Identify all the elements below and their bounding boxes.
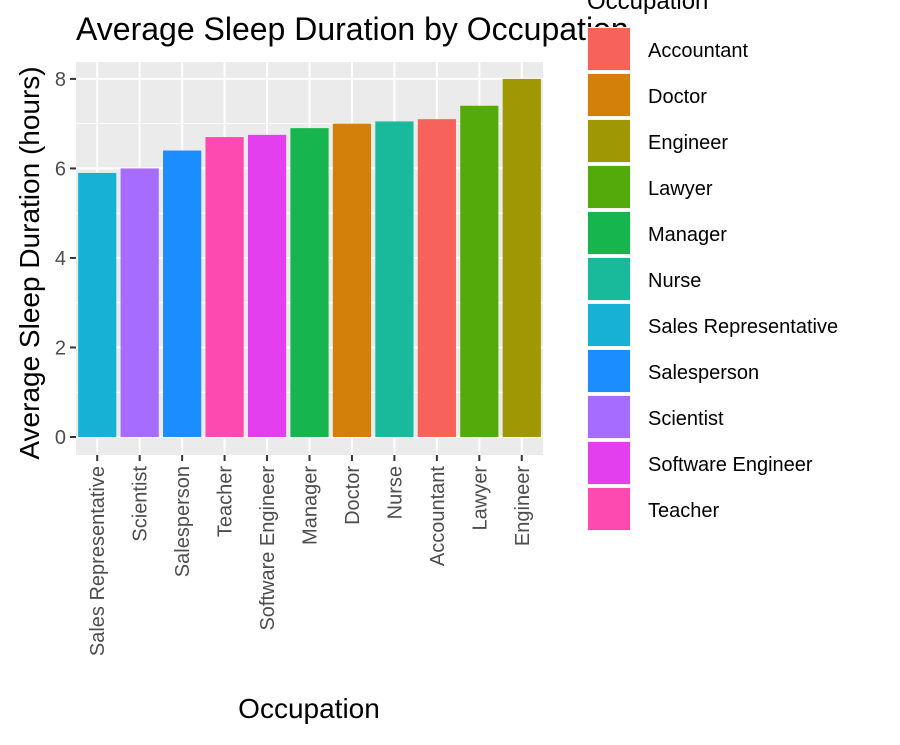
x-tick-label: Sales Representative [87, 466, 109, 656]
legend-key-swatch [588, 488, 630, 530]
x-tick-label: Software Engineer [257, 466, 279, 631]
x-tick-label: Manager [300, 466, 322, 545]
y-tick-label: 2 [55, 337, 66, 359]
bar-sales-representative [78, 172, 117, 437]
x-tick-label: Salesperson [172, 466, 194, 577]
bar-software-engineer [247, 134, 287, 437]
x-tick-label: Lawyer [469, 466, 491, 531]
legend-title: Occupation [587, 0, 708, 15]
bar-accountant [417, 119, 456, 437]
bar-manager [290, 128, 329, 437]
legend-key-swatch [588, 166, 630, 208]
legend-key-swatch [588, 258, 630, 300]
y-tick-label: 8 [55, 69, 66, 91]
legend-key-swatch [588, 442, 630, 484]
bar-salesperson [163, 150, 202, 437]
chart-title: Average Sleep Duration by Occupation [76, 11, 629, 47]
x-tick-label: Scientist [130, 466, 152, 542]
plot-panel [76, 62, 543, 455]
legend-label: Engineer [648, 132, 728, 154]
x-axis-label: Occupation [238, 693, 380, 724]
legend-key-swatch [588, 120, 630, 162]
legend: Occupation Accountant Doctor Engineer Lawyer… [587, 0, 838, 531]
x-tick-label: Teacher [215, 466, 237, 537]
y-axis-label: Average Sleep Duration (hours) [14, 66, 45, 459]
legend-key-swatch [588, 212, 630, 254]
bar-lawyer [460, 105, 499, 437]
legend-label: Doctor [648, 86, 707, 108]
legend-label: Nurse [648, 270, 701, 292]
bar-engineer [502, 78, 541, 438]
legend-key-swatch [588, 28, 630, 70]
y-tick-label: 4 [55, 248, 66, 270]
legend-label: Teacher [648, 500, 719, 522]
legend-label: Accountant [648, 40, 749, 62]
legend-label: Lawyer [648, 178, 713, 200]
legend-key-swatch [588, 350, 630, 392]
bar-nurse [375, 121, 414, 437]
legend-key-swatch [588, 396, 630, 438]
legend-label: Sales Representative [648, 316, 838, 338]
legend-label: Scientist [648, 408, 724, 430]
y-tick-label: 0 [55, 427, 66, 449]
y-tick-label: 6 [55, 158, 66, 180]
legend-label: Software Engineer [648, 454, 813, 476]
y-axis: 0 2 4 6 8 [55, 69, 76, 449]
legend-label: Manager [648, 224, 727, 246]
bar-scientist [120, 168, 159, 437]
x-axis: Sales Representative Scientist Salesperson… [87, 455, 534, 656]
legend-key-swatch [588, 304, 630, 346]
legend-key-swatch [588, 74, 630, 116]
x-tick-label: Nurse [384, 466, 406, 519]
x-tick-label: Engineer [512, 466, 534, 546]
legend-label: Salesperson [648, 362, 759, 384]
x-tick-label: Doctor [342, 466, 364, 525]
x-tick-label: Accountant [427, 466, 449, 567]
bar-doctor [332, 123, 372, 438]
bar-teacher [205, 137, 244, 437]
